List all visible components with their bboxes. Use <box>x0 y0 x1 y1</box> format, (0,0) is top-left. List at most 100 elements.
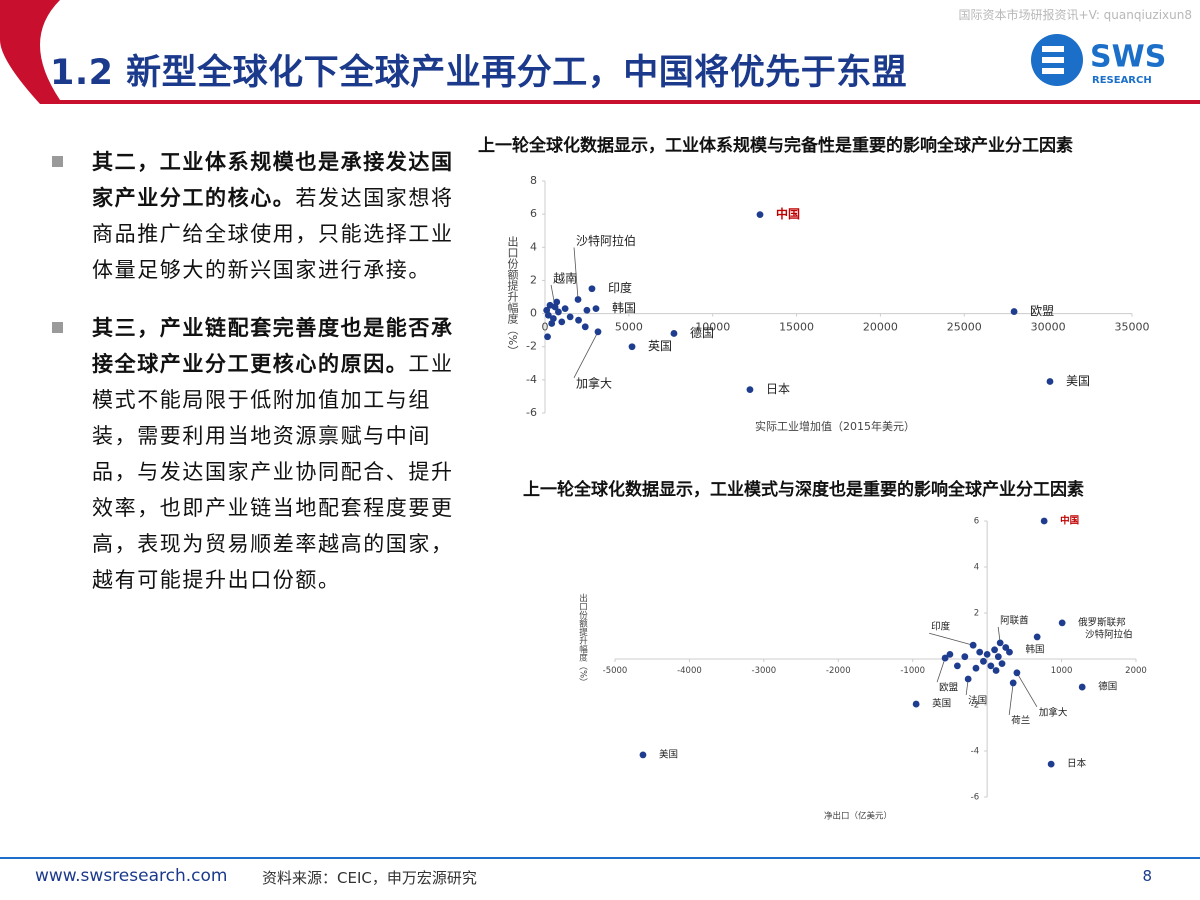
point-label: 欧盟 <box>939 682 959 694</box>
y-tick-label: 6 <box>530 207 537 220</box>
point-label: 德国 <box>1098 681 1117 693</box>
x-tick-label: -4000 <box>677 666 702 676</box>
x-tick-label: -5000 <box>603 666 628 676</box>
leader-line <box>1016 672 1038 708</box>
page-number: 8 <box>1142 867 1152 885</box>
x-tick-label: 2000 <box>1125 666 1147 676</box>
point-label: 韩国 <box>612 300 636 315</box>
bullet-marker <box>52 156 63 167</box>
point <box>561 305 569 312</box>
x-tick-label: 15000 <box>779 321 814 334</box>
bullet-text: 工业模式不能局限于低附加值加工与组装，需要利用当地资源禀赋与中间品，与发达国家产… <box>92 352 454 592</box>
logo-subtext: RESEARCH <box>1092 75 1152 86</box>
x-axis-title: 净出口（亿美元） <box>824 811 892 822</box>
footer-source: 资料来源：CEIC，申万宏源研究 <box>262 869 477 887</box>
y-tick-label: 8 <box>530 174 537 187</box>
point <box>594 328 602 336</box>
point-label: 韩国 <box>1025 644 1044 656</box>
logo: SWS RESEARCH <box>1031 34 1166 86</box>
point <box>581 323 589 331</box>
logo-stripe <box>1042 68 1064 74</box>
chart-title: 上一轮全球化数据显示，工业模式与深度也是重要的影响全球产业分工因素 <box>523 479 1084 500</box>
point <box>639 751 647 759</box>
x-tick-label: 1000 <box>1051 666 1073 676</box>
point-label: 中国 <box>776 206 800 221</box>
point <box>628 343 636 351</box>
point <box>983 651 991 658</box>
point-label: 美国 <box>659 748 678 760</box>
point <box>1046 378 1054 385</box>
point <box>980 657 987 665</box>
bullet-text: 若发达国家想将商品推广给全球使用，只能选择工业体量足够大的新兴国家进行承接。 <box>92 186 454 282</box>
point <box>946 651 954 658</box>
leader-line <box>573 331 599 378</box>
y-tick-label: 4 <box>530 240 537 253</box>
point <box>574 296 582 303</box>
point <box>964 675 972 683</box>
bullet-bold: 其二，工业体系规模也是承接发达国家产业分工的核心。 <box>92 150 454 210</box>
y-axis-title: 出口份额提升幅度（%） <box>506 234 519 356</box>
bullet-bold: 其三，产业链配套完善度也是能否承接全球产业分工更核心的原因。 <box>92 316 454 376</box>
x-tick-label: 30000 <box>1031 321 1066 334</box>
point-label: 越南 <box>553 270 577 285</box>
point-label: 阿联酋 <box>1000 614 1029 626</box>
point <box>575 316 582 324</box>
point-label: 欧盟 <box>1030 304 1054 318</box>
y-tick-label: -6 <box>971 793 979 803</box>
y-tick-label: 2 <box>530 273 537 286</box>
point <box>998 660 1006 667</box>
point <box>994 653 1002 661</box>
logo-text: SWS <box>1090 40 1166 75</box>
point <box>1013 669 1021 677</box>
point <box>546 301 554 309</box>
x-tick-label: 35000 <box>1115 321 1150 334</box>
point <box>991 646 998 654</box>
point-label: 俄罗斯联邦 <box>1078 616 1126 628</box>
point-label: 英国 <box>648 339 672 353</box>
point-label: 沙特阿拉伯 <box>576 233 636 248</box>
leader-line <box>1008 682 1014 715</box>
point-label: 日本 <box>766 382 790 396</box>
point <box>912 700 920 708</box>
leader-line <box>929 632 974 646</box>
point <box>972 664 980 672</box>
y-tick-label: -6 <box>526 406 537 419</box>
point <box>548 320 556 327</box>
point-label: 日本 <box>1067 758 1087 770</box>
point <box>969 641 977 649</box>
point <box>961 653 969 661</box>
point <box>553 298 561 306</box>
point <box>592 305 600 312</box>
point <box>953 662 961 670</box>
point <box>583 306 591 314</box>
y-tick-label: 0 <box>530 307 537 320</box>
y-tick-label: -4 <box>526 373 537 386</box>
point-label: 英国 <box>932 698 951 710</box>
bullet-marker <box>52 322 63 333</box>
point <box>987 662 995 670</box>
point <box>1010 308 1018 315</box>
y-tick-label: -2 <box>526 340 537 353</box>
point-label: 荷兰 <box>1011 714 1030 726</box>
y-tick-label: -2 <box>971 701 979 711</box>
footer-site: www.swsresearch.com <box>35 866 228 886</box>
y-tick-label: -4 <box>971 747 979 757</box>
y-tick-label: 4 <box>974 563 979 573</box>
point <box>746 386 754 394</box>
point <box>588 285 596 293</box>
x-tick-label: -3000 <box>752 666 777 676</box>
point <box>670 330 678 337</box>
point <box>1006 648 1013 656</box>
leader-line <box>936 657 946 683</box>
point <box>558 318 566 326</box>
logo-stripe <box>1042 46 1064 52</box>
point-label: 中国 <box>1060 515 1079 527</box>
x-tick-label: -1000 <box>900 666 925 676</box>
bullet: 其二，工业体系规模也是承接发达国家产业分工的核心。若发达国家想将商品推广给全球使… <box>52 144 462 288</box>
x-axis-title: 实际工业增加值（2015年美元） <box>755 419 915 433</box>
y-axis-title: 出口份额提升幅度（%） <box>578 593 588 687</box>
point <box>1009 679 1017 687</box>
point <box>1058 619 1066 627</box>
